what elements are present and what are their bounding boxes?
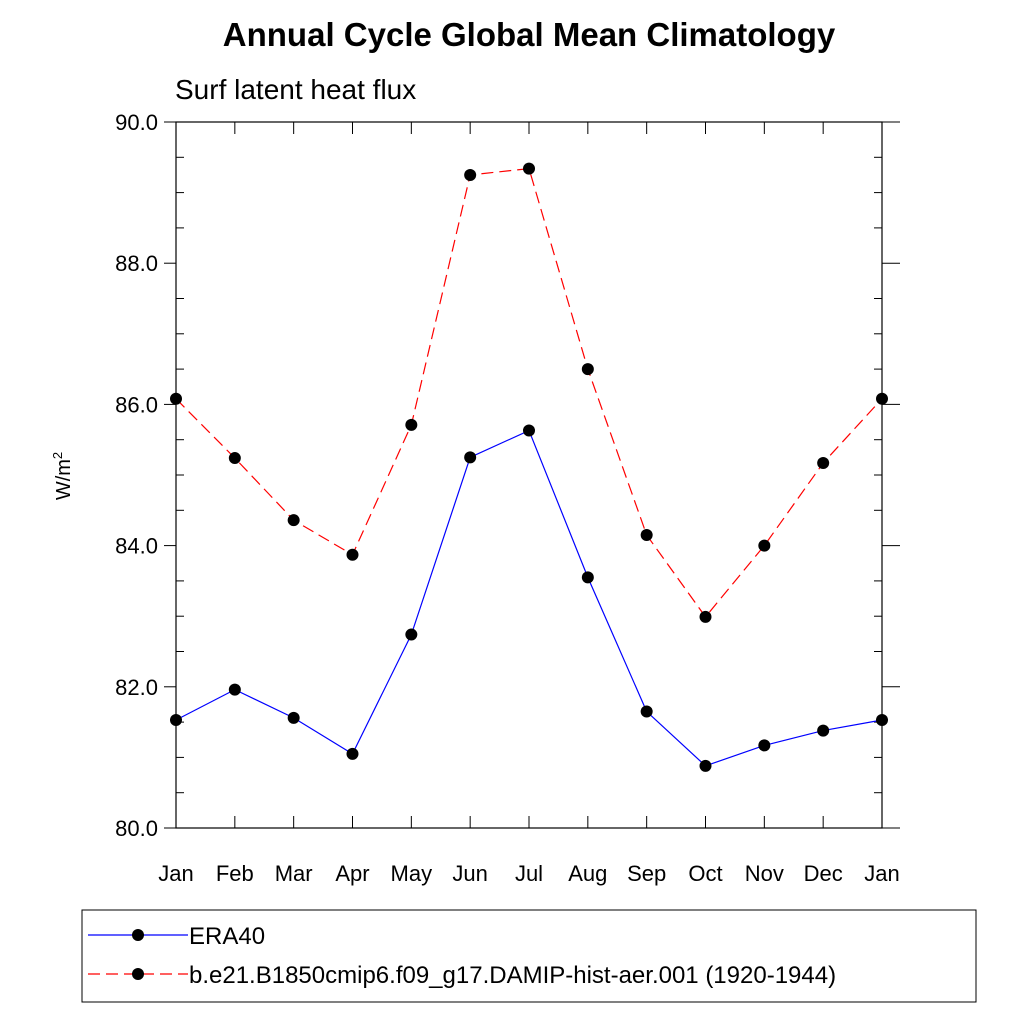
data-point <box>228 452 241 465</box>
data-point <box>640 705 653 718</box>
data-point <box>346 747 359 760</box>
data-point <box>581 363 594 376</box>
data-point <box>699 759 712 772</box>
legend-marker <box>132 968 144 980</box>
y-tick-label: 88.0 <box>115 251 158 276</box>
series-layer <box>170 162 888 772</box>
legend-label-1: ERA40 <box>189 923 265 950</box>
data-point <box>405 418 418 431</box>
y-tick-label: 84.0 <box>115 534 158 559</box>
x-tick-label: Nov <box>745 861 784 886</box>
x-tick-label: Dec <box>804 861 843 886</box>
data-point <box>346 548 359 561</box>
x-tick-label: Jun <box>452 861 487 886</box>
chart-subtitle: Surf latent heat flux <box>175 74 416 105</box>
chart-title: Annual Cycle Global Mean Climatology <box>223 16 836 53</box>
y-axis-label-superscript: 2 <box>50 452 65 459</box>
data-point <box>876 713 888 726</box>
legend: ERA40 b.e21.B1850cmip6.f09_g17.DAMIP-hist… <box>88 923 836 989</box>
data-point <box>228 683 241 696</box>
data-point <box>640 529 653 542</box>
x-tick-label: Apr <box>335 861 369 886</box>
data-point <box>464 451 477 464</box>
data-point <box>758 739 771 752</box>
data-point <box>817 724 830 737</box>
data-point <box>523 424 535 437</box>
legend-marker <box>132 929 144 941</box>
y-tick-label: 90.0 <box>115 110 158 135</box>
data-point <box>287 711 300 724</box>
data-point <box>170 713 182 726</box>
y-tick-label: 80.0 <box>115 816 158 841</box>
data-point <box>523 162 535 175</box>
legend-label-2: b.e21.B1850cmip6.f09_g17.DAMIP-hist-aer.… <box>189 962 836 989</box>
data-point <box>699 610 712 623</box>
x-tick-label: Aug <box>568 861 607 886</box>
legend-box <box>81 909 977 1003</box>
x-tick-label: Jan <box>864 861 899 886</box>
data-point <box>405 628 418 641</box>
y-tick-label: 86.0 <box>115 392 158 417</box>
series-line-2 <box>175 167 883 618</box>
series-line-1 <box>175 429 883 767</box>
x-tick-label: Jul <box>515 861 543 886</box>
data-point <box>876 392 888 405</box>
data-point <box>758 539 771 552</box>
data-point <box>464 168 477 181</box>
x-tick-label: Sep <box>627 861 666 886</box>
y-axis-label: W/m2 <box>50 452 75 500</box>
data-point <box>170 392 182 405</box>
x-tick-label: Feb <box>216 861 254 886</box>
data-point <box>581 571 594 584</box>
x-tick-label: Mar <box>275 861 313 886</box>
data-point <box>817 456 830 469</box>
plot-frame <box>175 121 883 829</box>
x-tick-label: Oct <box>688 861 722 886</box>
x-tick-label: Jan <box>158 861 193 886</box>
data-point <box>287 514 300 527</box>
axes: Jan Feb Mar Apr May Jun Jul Aug Sep Oct Nov Dec Jan8… <box>115 110 900 886</box>
y-axis-label-base: W/m <box>53 459 75 500</box>
x-tick-label: May <box>391 861 433 886</box>
y-tick-label: 82.0 <box>115 675 158 700</box>
